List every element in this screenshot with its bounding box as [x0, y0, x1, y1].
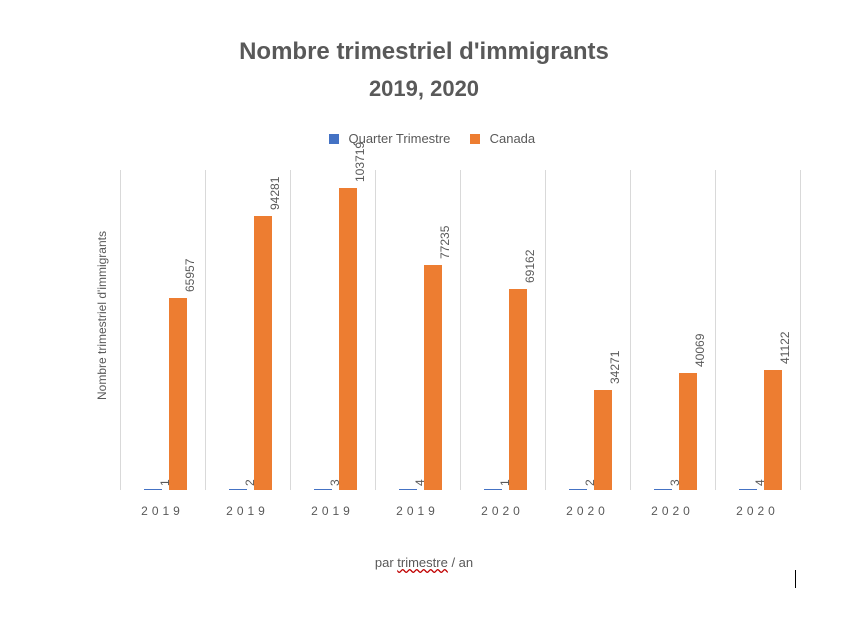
group-separator [290, 170, 291, 490]
chart-title: Nombre trimestriel d'immigrants [0, 38, 848, 66]
x-category-label: 2019 [120, 504, 205, 518]
legend-swatch-canada [470, 134, 480, 144]
x-category-label: 2020 [460, 504, 545, 518]
x-axis-label: par trimestre / an [0, 555, 848, 570]
y-axis-label: Nombre trimestriel d'immigrants [95, 231, 109, 400]
bar-value-label: 65957 [183, 259, 197, 292]
bar-quarter [739, 489, 757, 490]
bar-canada [169, 298, 187, 490]
bar-canada [509, 289, 527, 490]
group-separator [630, 170, 631, 490]
group-separator [205, 170, 206, 490]
x-axis-label-underlined: trimestre [397, 555, 448, 570]
legend-swatch-quarter [329, 134, 339, 144]
bar-value-label: 34271 [608, 351, 622, 384]
text-cursor [795, 570, 796, 588]
group-separator [715, 170, 716, 490]
bar-value-label: 94281 [268, 176, 282, 209]
x-category-label: 2019 [205, 504, 290, 518]
bar-quarter [314, 489, 332, 490]
bar-quarter [569, 489, 587, 490]
group-separator [800, 170, 801, 490]
group-separator [545, 170, 546, 490]
bar-quarter [654, 489, 672, 490]
bar-canada [679, 373, 697, 490]
legend-label-canada: Canada [490, 131, 536, 146]
x-axis-label-suffix: / an [448, 555, 473, 570]
bar-quarter [399, 489, 417, 490]
bar-canada [339, 188, 357, 490]
group-separator [460, 170, 461, 490]
bar-value-label: 77235 [438, 226, 452, 259]
group-separator [120, 170, 121, 490]
group-separator [375, 170, 376, 490]
x-category-label: 2019 [375, 504, 460, 518]
bar-canada [254, 216, 272, 490]
bar-value-label: 103719 [353, 142, 367, 182]
bar-quarter [144, 489, 162, 490]
bar-canada [424, 265, 442, 490]
bar-value-label: 41122 [778, 332, 792, 364]
chart-subtitle: 2019, 2020 [0, 76, 848, 102]
x-category-label: 2020 [715, 504, 800, 518]
bar-quarter [484, 489, 502, 490]
bar-value-label: 40069 [693, 334, 707, 367]
bar-canada [764, 370, 782, 490]
x-category-label: 2020 [630, 504, 715, 518]
x-category-label: 2019 [290, 504, 375, 518]
bar-quarter [229, 489, 247, 490]
x-axis-label-prefix: par [375, 555, 397, 570]
chart-container: Nombre trimestriel d'immigrants 2019, 20… [0, 0, 848, 617]
chart-legend: Quarter Trimestre Canada [0, 130, 848, 146]
bar-canada [594, 390, 612, 490]
x-category-label: 2020 [545, 504, 630, 518]
plot-area: 1659572942813103719477235169162234271340… [120, 170, 800, 490]
bar-value-label: 69162 [523, 249, 537, 282]
